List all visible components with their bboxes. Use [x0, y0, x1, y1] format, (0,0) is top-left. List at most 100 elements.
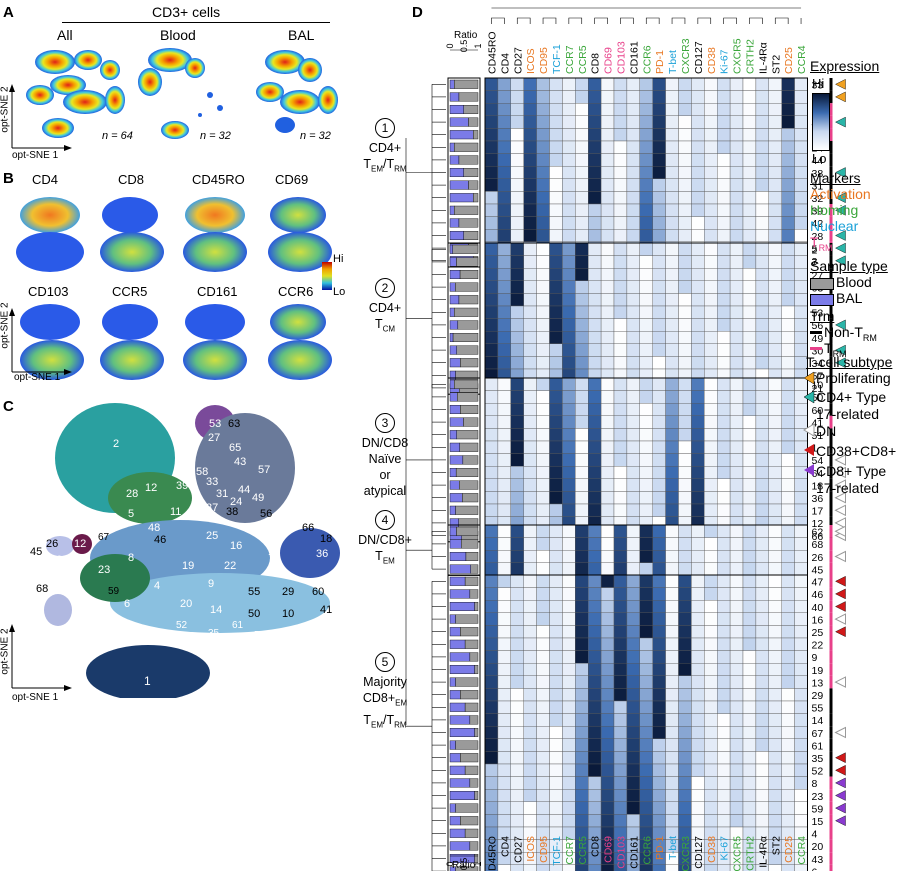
- heatmap-cell: [549, 268, 563, 282]
- ratio-bar-blood: [469, 841, 479, 851]
- ratio-bar-bal: [449, 652, 471, 662]
- heatmap-cell: [729, 228, 744, 242]
- heatmap-cell: [549, 331, 563, 345]
- heatmap-cell: [497, 178, 511, 192]
- heatmap-cell: [600, 650, 615, 664]
- heatmap-cell: [523, 77, 537, 91]
- row-label: 36: [812, 493, 824, 505]
- heatmap-cell: [497, 466, 511, 480]
- heatmap-cell: [562, 77, 576, 91]
- heatmap-cell: [678, 587, 692, 601]
- trm-bar: [829, 178, 833, 192]
- heatmap-cell: [781, 751, 795, 765]
- heatmap-cell: [755, 466, 769, 480]
- ratio-bar-blood: [474, 791, 479, 801]
- trm-bar: [829, 229, 833, 242]
- heatmap-cell: [562, 625, 576, 639]
- cluster-label: 22: [224, 560, 237, 572]
- heatmap-cell: [484, 268, 499, 282]
- cluster-label: 55: [248, 586, 261, 598]
- ratio-bar-blood: [456, 430, 479, 440]
- heatmap-cell: [510, 550, 524, 564]
- ratio-bar-bal: [449, 218, 460, 228]
- ratio-bar-blood: [457, 392, 479, 402]
- heatmap-cell: [497, 574, 511, 588]
- cluster-label: 53: [209, 418, 222, 430]
- row-label: 4: [812, 829, 818, 841]
- heatmap-cell: [781, 77, 795, 91]
- heatmap-cell: [794, 814, 808, 828]
- heatmap-cell: [742, 216, 757, 230]
- heatmap-cell: [678, 726, 692, 740]
- heatmap-cell: [794, 801, 808, 815]
- heatmap-cell: [665, 491, 679, 505]
- heatmap-cell: [729, 814, 744, 828]
- heatmap-cell: [536, 415, 550, 429]
- heatmap-cell: [781, 128, 795, 142]
- heatmap-cell: [626, 153, 640, 167]
- heatmap-cell: [704, 814, 718, 828]
- heatmap-cell: [562, 356, 576, 370]
- heatmap-cell: [510, 102, 524, 116]
- heatmap-cell: [549, 713, 563, 727]
- row-label: 12: [812, 518, 824, 530]
- ratio-bar-bal: [449, 602, 475, 612]
- heatmap-cell: [652, 343, 666, 357]
- heatmap-cell: [742, 537, 757, 551]
- heatmap-cell: [781, 801, 795, 815]
- heatmap-cell: [652, 305, 666, 319]
- row-label: 27: [812, 270, 824, 282]
- heatmap-cell: [484, 738, 499, 752]
- heatmap-cell: [794, 165, 808, 179]
- heatmap-cell: [497, 90, 511, 104]
- heatmap-cell: [729, 675, 744, 689]
- heatmap-cell: [575, 524, 589, 538]
- heatmap-cell: [665, 688, 679, 702]
- group-number-circle: 4: [375, 510, 395, 530]
- heatmap-cell: [587, 776, 602, 790]
- panel-a-subtitle-bal: BAL: [288, 27, 315, 43]
- heatmap-cell: [626, 191, 640, 205]
- density-plot-all: [26, 50, 125, 138]
- heatmap-cell: [717, 128, 731, 142]
- heatmap-cell: [497, 128, 511, 142]
- heatmap-cell: [639, 625, 653, 639]
- row-label: 15: [812, 816, 824, 828]
- cluster-label: 18: [320, 533, 333, 545]
- heatmap-cell: [626, 700, 640, 714]
- heatmap-cell: [587, 140, 602, 154]
- heatmap-cell: [768, 228, 782, 242]
- heatmap-cell: [729, 280, 744, 294]
- heatmap-cell: [497, 776, 511, 790]
- heatmap-cell: [510, 242, 524, 256]
- heatmap-cell: [497, 191, 511, 205]
- heatmap-cell: [755, 153, 769, 167]
- heatmap-cell: [717, 356, 731, 370]
- heatmap-cell: [587, 343, 602, 357]
- heatmap-cell: [639, 102, 653, 116]
- dendro-top-branch: [516, 17, 531, 24]
- heatmap-cell: [742, 268, 757, 282]
- heatmap-cell: [729, 726, 744, 740]
- heatmap-cell: [484, 305, 499, 319]
- heatmap-cell: [575, 738, 589, 752]
- ratio-bar-blood: [464, 702, 479, 712]
- heatmap-cell: [729, 377, 744, 391]
- heatmap-cell: [742, 440, 757, 454]
- panel-a-n-bal: n = 32: [300, 130, 331, 142]
- heatmap-cell: [717, 466, 731, 480]
- heatmap-cell: [678, 191, 692, 205]
- heatmap-cell: [587, 403, 602, 417]
- ratio-bar-bal: [449, 690, 461, 700]
- heatmap-cell: [575, 650, 589, 664]
- heatmap-cell: [587, 293, 602, 307]
- heatmap-cell: [794, 763, 808, 777]
- heatmap-cell: [484, 688, 499, 702]
- ratio-bar-blood: [463, 417, 479, 427]
- ratio-bar-bal: [449, 270, 461, 280]
- heatmap-cell: [678, 789, 692, 803]
- subtype-marker-dn: [834, 550, 846, 563]
- heatmap-cell: [575, 550, 589, 564]
- marker-plot-cd8: [100, 197, 164, 272]
- heatmap-cell: [768, 688, 782, 702]
